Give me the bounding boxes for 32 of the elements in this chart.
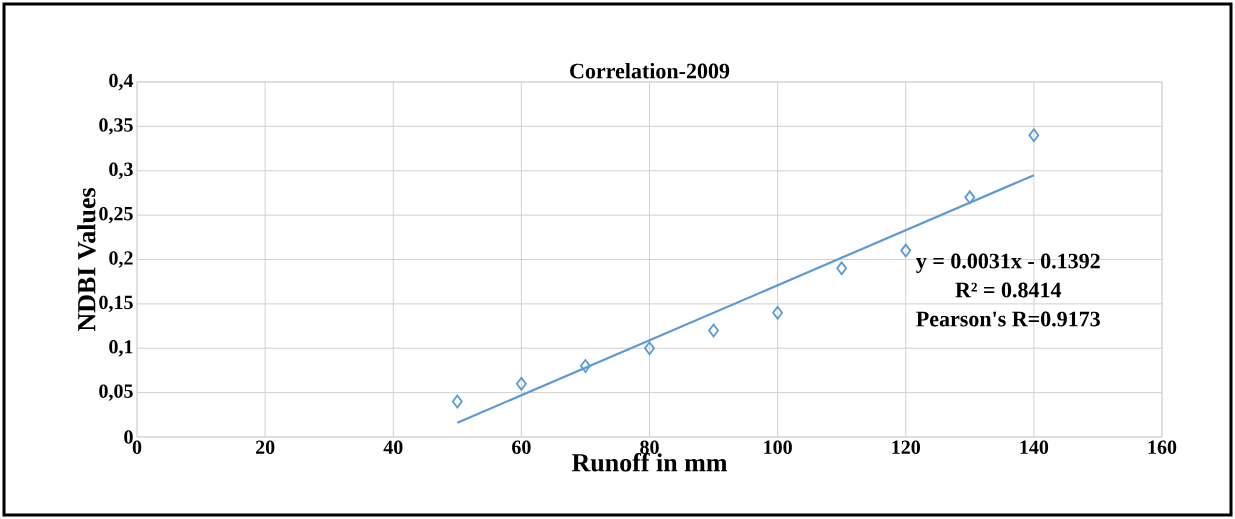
chart-title: Correlation-2009 bbox=[570, 62, 730, 79]
x-tick-label: 20 bbox=[255, 440, 275, 455]
annotation: y = 0.0031x - 0.1392 bbox=[916, 253, 1100, 273]
point bbox=[644, 341, 655, 356]
point bbox=[708, 323, 719, 338]
y-tick-label: 0,4 bbox=[109, 73, 134, 91]
x-tick-label: 140 bbox=[1020, 440, 1049, 455]
point bbox=[451, 394, 463, 409]
point bbox=[836, 261, 848, 276]
y-tick-label: 0 bbox=[124, 430, 133, 444]
x-tick-label: 80 bbox=[640, 440, 659, 455]
y-tick-label: 0,05 bbox=[99, 384, 133, 401]
x-tick-label: 60 bbox=[512, 440, 531, 455]
point bbox=[964, 190, 976, 205]
x-tick-label: 160 bbox=[1148, 440, 1177, 455]
y-tick-label: 0,2 bbox=[109, 251, 133, 268]
y-axis-title: NDBI Values bbox=[77, 187, 96, 332]
annotation: R² = 0.8414 bbox=[955, 282, 1062, 298]
point bbox=[772, 305, 784, 320]
x-tick-label: 120 bbox=[892, 440, 920, 455]
point bbox=[580, 359, 591, 373]
x-tick-label: 100 bbox=[764, 440, 792, 455]
annotation: Pearson's R=0.9173 bbox=[916, 311, 1100, 327]
point bbox=[900, 243, 912, 258]
point bbox=[1028, 128, 1040, 143]
y-tick-label: 0,25 bbox=[99, 206, 133, 224]
y-tick-label: 0,15 bbox=[99, 295, 133, 313]
x-tick-label: 40 bbox=[383, 440, 403, 455]
y-tick-label: 0,1 bbox=[109, 340, 133, 357]
point bbox=[515, 376, 527, 391]
y-tick-label: 0,3 bbox=[109, 162, 133, 179]
y-tick-label: 0,35 bbox=[99, 118, 133, 135]
